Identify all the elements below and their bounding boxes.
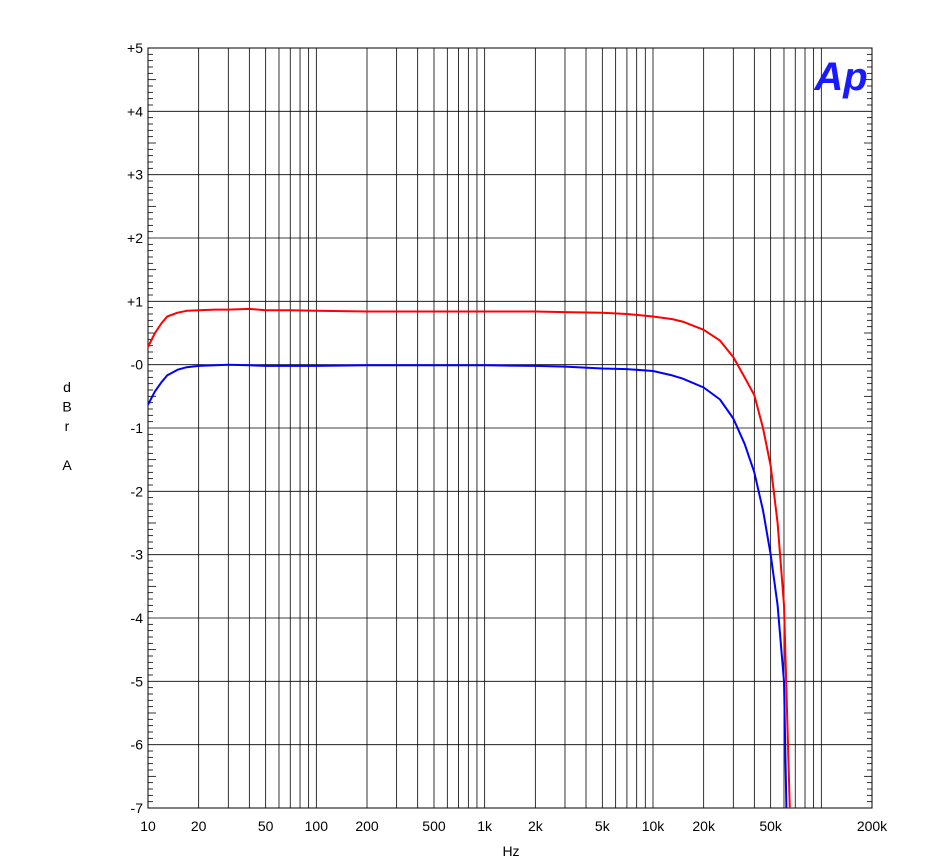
- y-tick-label: -5: [131, 673, 144, 689]
- y-tick-label: -0: [131, 357, 144, 373]
- y-tick-label: -3: [131, 547, 144, 563]
- y-tick-label: -2: [131, 483, 144, 499]
- tick-labels: 10 20 50 100 200 500 1k 2k 5k 10k 20k 50k 200k +5 +4 +3…: [127, 40, 888, 834]
- x-tick-label: 20: [191, 818, 207, 834]
- x-tick-label: 100: [305, 818, 329, 834]
- y-tick-label: +1: [127, 293, 143, 309]
- x-tick-label: 10k: [642, 818, 666, 834]
- series-line-1: [148, 307, 791, 808]
- x-tick-label: 200: [355, 818, 379, 834]
- x-tick-label: 20k: [692, 818, 716, 834]
- plot-border: [147, 47, 873, 809]
- y-tick-label: -4: [131, 610, 144, 626]
- x-tick-label: 500: [422, 818, 446, 834]
- y-tick-label: -7: [131, 800, 144, 816]
- x-tick-label: 200k: [857, 818, 888, 834]
- y-tick-label: +3: [127, 167, 143, 183]
- y-label-letter: A: [62, 457, 72, 473]
- x-tick-label: 10: [140, 818, 156, 834]
- y-axis-label: dBr A: [62, 379, 72, 473]
- y-tick-label: -6: [131, 737, 144, 753]
- y-label-letter: B: [62, 399, 71, 415]
- x-axis-label: Hz: [502, 843, 519, 859]
- y-label-letter: r: [65, 418, 70, 434]
- plot-frame: [147, 47, 873, 809]
- x-tick-label: 1k: [477, 818, 493, 834]
- x-tick-label: 5k: [595, 818, 611, 834]
- y-tick-label: +5: [127, 40, 143, 56]
- series-line-2: [148, 363, 788, 808]
- x-tick-label: 50: [258, 818, 274, 834]
- y-tick-label: -1: [131, 420, 144, 436]
- y-label-letter: d: [63, 379, 71, 395]
- y-tick-label: +4: [127, 103, 143, 119]
- ap-logo: Ap: [813, 55, 867, 99]
- series-layer: [148, 307, 791, 808]
- x-tick-label: 50k: [759, 818, 783, 834]
- y-tick-label: +2: [127, 230, 143, 246]
- x-tick-label: 2k: [528, 818, 544, 834]
